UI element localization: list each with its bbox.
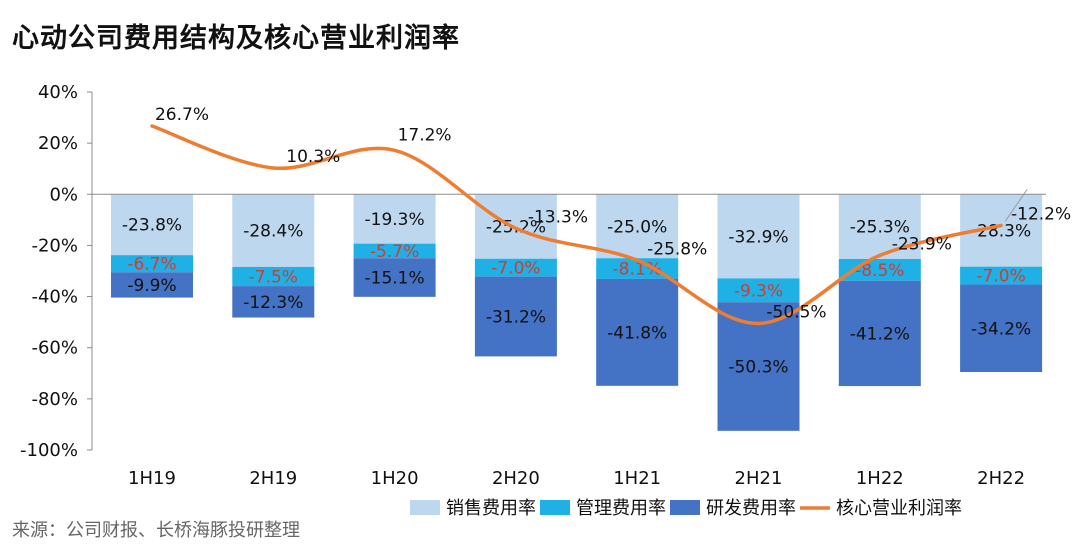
y-tick-label: 40% [38, 82, 78, 103]
bar-data-label: -25.3% [850, 218, 910, 238]
legend-label: 核心营业利润率 [836, 498, 962, 519]
bar-data-label: -41.2% [850, 324, 910, 344]
y-tick-label: -40% [31, 287, 78, 308]
label-leader-line [1004, 189, 1028, 222]
bar-data-label: -28.3% [971, 221, 1031, 241]
bar-data-label: -34.2% [971, 319, 1031, 339]
bar-data-label: -9.3% [734, 281, 783, 301]
bar-data-label: -7.0% [491, 259, 540, 279]
line-data-label: 17.2% [398, 125, 452, 145]
line-data-label: -50.5% [766, 302, 826, 322]
legend-swatch [670, 500, 700, 515]
x-tick-label: 2H22 [977, 468, 1025, 489]
source-note: 来源：公司财报、长桥海豚投研整理 [12, 520, 300, 541]
bar-segment [960, 284, 1043, 373]
bar-segment [353, 243, 436, 259]
bar-data-label: -8.5% [855, 261, 904, 281]
bar-data-label: -5.7% [370, 242, 419, 262]
bar-segment [232, 286, 315, 318]
bar-segment [960, 266, 1043, 285]
bar-segment [838, 194, 921, 259]
bar-segment [111, 255, 193, 273]
bar-segment [232, 266, 315, 287]
line-data-label: 10.3% [286, 147, 340, 167]
bar-segment [111, 194, 193, 256]
bar-segment [838, 280, 921, 387]
line-data-label: 26.7% [155, 105, 209, 125]
bar-data-label: -15.1% [365, 269, 425, 289]
bar-data-label: -9.9% [127, 276, 176, 296]
bar-data-label: -12.3% [243, 293, 303, 313]
series-line-core-operating-margin [150, 124, 1003, 326]
bar-segment [717, 278, 800, 303]
bar-data-label: -23.8% [122, 216, 182, 236]
y-tick-label: 0% [49, 184, 78, 205]
x-tick-label: 2H19 [249, 468, 297, 489]
line-data-label: -12.2% [1011, 204, 1071, 224]
bar-data-label: -28.4% [243, 222, 303, 242]
bar-data-label: -25.0% [607, 217, 667, 237]
line-data-label: -25.8% [647, 239, 707, 259]
y-tick-label: -80% [31, 389, 78, 410]
bar-segment [596, 194, 679, 259]
bar-segment [717, 194, 800, 279]
legend-swatch [540, 500, 570, 515]
bar-segment [596, 278, 679, 386]
legend-swatch [410, 500, 440, 515]
x-tick-label: 1H22 [856, 468, 904, 489]
bar-data-label: -7.0% [976, 267, 1025, 287]
y-tick-label: 20% [38, 133, 78, 154]
bar-data-label: -32.9% [728, 227, 788, 247]
legend-label: 销售费用率 [446, 498, 536, 519]
bar-segment [232, 194, 315, 267]
bar-segment [353, 194, 436, 244]
legend-label: 研发费用率 [706, 498, 796, 519]
bar-segment [111, 272, 193, 298]
bar-segment [596, 258, 679, 279]
y-tick-label: -100% [20, 440, 78, 461]
x-tick-label: 1H20 [371, 468, 419, 489]
line-data-label: -13.3% [528, 207, 588, 227]
bar-data-label: -7.5% [249, 267, 298, 287]
bar-data-label: -6.7% [127, 255, 176, 275]
bar-segment [353, 258, 436, 297]
x-tick-label: 1H19 [128, 468, 176, 489]
bar-segment [474, 258, 557, 277]
chart-title: 心动公司费用结构及核心营业利润率 [12, 23, 460, 54]
x-tick-label: 2H21 [735, 468, 783, 489]
x-tick-label: 1H21 [613, 468, 661, 489]
line-data-label: -23.9% [892, 234, 952, 254]
legend-label: 管理费用率 [576, 498, 666, 519]
y-tick-label: -20% [31, 235, 78, 256]
bar-data-label: -41.8% [607, 323, 667, 343]
bar-segment [474, 276, 557, 357]
y-tick-label: -60% [31, 338, 78, 359]
x-tick-label: 2H20 [492, 468, 540, 489]
bar-data-label: -31.2% [486, 308, 546, 328]
bar-data-label: -19.3% [365, 210, 425, 230]
bar-data-label: -50.3% [728, 358, 788, 378]
